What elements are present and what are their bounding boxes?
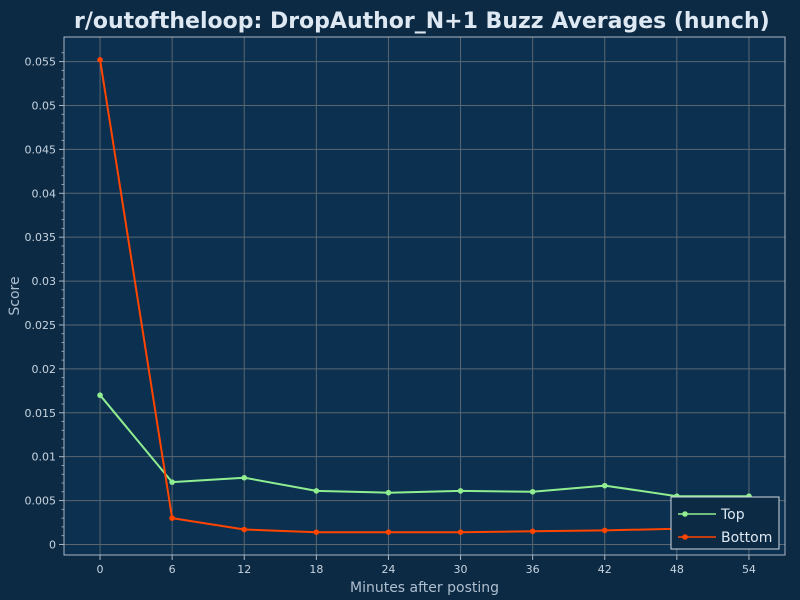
x-tick-label: 12 (237, 563, 251, 576)
y-tick-label: 0.035 (25, 231, 57, 244)
y-tick-label: 0.05 (32, 99, 57, 112)
data-point-top (385, 489, 392, 496)
y-tick-label: 0.005 (25, 495, 57, 508)
data-point-top (601, 482, 608, 489)
data-point-bottom (385, 529, 392, 535)
x-tick-label: 48 (670, 563, 684, 576)
series-layer (97, 57, 752, 535)
y-axis-label: Score (7, 276, 23, 315)
x-axis-label: Minutes after posting (350, 580, 499, 596)
x-tick-label: 36 (526, 563, 540, 576)
legend: Top Bottom (670, 496, 780, 550)
y-tick-label: 0.025 (25, 319, 57, 332)
data-point-top (169, 479, 175, 485)
plot-area (64, 37, 785, 555)
y-tick-label: 0.02 (32, 363, 57, 376)
series-line-bottom (99, 59, 749, 534)
data-point-top (241, 474, 248, 481)
y-tick-label: 0.04 (32, 187, 57, 200)
x-tick-label: 30 (454, 563, 468, 576)
data-point-bottom (529, 528, 536, 535)
data-point-top (97, 392, 103, 399)
x-axis: 0 6 12 18 24 30 36 42 48 54 (97, 555, 756, 576)
data-point-bottom (97, 57, 103, 63)
data-point-bottom (241, 526, 248, 533)
data-point-bottom (313, 529, 320, 535)
data-point-bottom (169, 515, 175, 521)
y-tick-label: 0.045 (25, 143, 57, 156)
y-tick-label: 0.01 (32, 451, 57, 464)
y-tick-label: 0.015 (25, 407, 57, 420)
y-axis: 0 0.005 0.01 0.015 0.02 0.025 0.03 0.035 0.04 0.0… (25, 52, 64, 551)
y-tick-label: 0 (49, 538, 56, 551)
x-tick-label: 18 (309, 563, 323, 576)
legend-bottom-marker (682, 534, 688, 540)
legend-bottom-label: Bottom (721, 530, 772, 546)
y-tick-label: 0.055 (25, 56, 57, 69)
data-point-bottom (601, 527, 608, 534)
grid (64, 37, 785, 555)
series-line-top (99, 394, 749, 498)
data-point-bottom (457, 529, 464, 535)
chart-title: r/outoftheloop: DropAuthor_N+1 Buzz Aver… (74, 9, 770, 34)
data-point-top (313, 488, 320, 494)
y-tick-label: 0.03 (32, 275, 57, 288)
x-tick-label: 0 (97, 563, 104, 576)
legend-top-label: Top (720, 507, 745, 523)
data-point-top (457, 488, 464, 494)
legend-top-marker (682, 511, 688, 517)
x-tick-label: 6 (169, 563, 176, 576)
plot-border (63, 36, 786, 556)
legend-box (670, 496, 780, 550)
x-tick-label: 24 (381, 563, 395, 576)
x-tick-label: 54 (742, 563, 756, 576)
data-point-top (529, 488, 536, 495)
x-tick-label: 42 (598, 563, 612, 576)
